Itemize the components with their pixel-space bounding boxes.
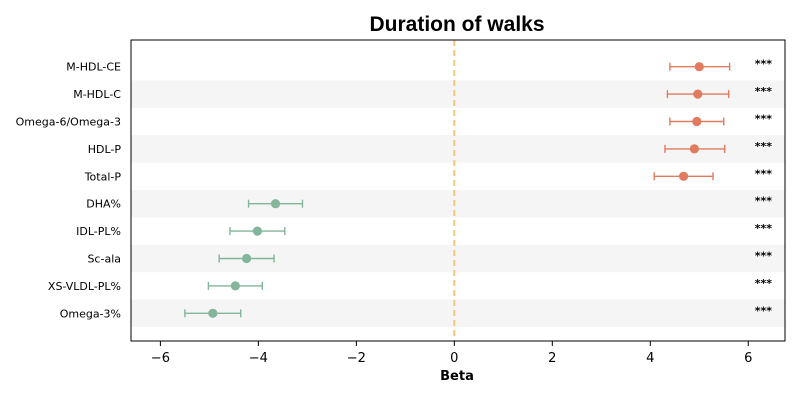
x-tick-label: −4	[249, 351, 268, 366]
y-tick-label: Total-P	[84, 170, 122, 183]
x-tick-label: 4	[646, 351, 654, 366]
x-tick-label: 0	[450, 351, 458, 366]
x-tick-label: 6	[744, 351, 752, 366]
significance-label: ***	[755, 58, 773, 71]
plot-frame	[130, 39, 786, 342]
y-tick-label: XS-VLDL-PL%	[48, 280, 121, 293]
y-tick-label: HDL-P	[88, 143, 122, 156]
estimate-point	[242, 253, 252, 264]
significance-label: ***	[755, 222, 773, 235]
estimate-point	[230, 281, 240, 291]
estimate-point	[270, 199, 281, 209]
y-tick-label: Omega-6/Omega-3	[16, 116, 121, 129]
significance-labels: *** *** *** *** *** *** *** *** *** ***	[755, 58, 773, 318]
significance-label: ***	[755, 167, 773, 180]
y-axis-labels: M-HDL-CE M-HDL-C Omega-6/Omega-3 HDL-P Total…	[16, 61, 122, 321]
significance-label: ***	[755, 304, 773, 317]
y-tick-label: IDL-PL%	[76, 225, 121, 238]
data-marks	[184, 62, 731, 318]
significance-label: ***	[755, 85, 773, 98]
significance-label: ***	[755, 250, 773, 263]
estimate-point	[252, 226, 262, 236]
estimate-point	[208, 308, 218, 318]
significance-label: ***	[755, 113, 773, 126]
estimate-point	[692, 116, 702, 127]
row-stripes	[131, 80, 785, 327]
estimate-point	[694, 62, 704, 72]
x-axis-label: Beta	[440, 369, 474, 384]
significance-label: ***	[755, 277, 773, 290]
row-stripe	[131, 190, 785, 218]
x-axis-ticks: −6 −4 −2 0 2 4 6	[151, 341, 752, 366]
y-tick-label: M-HDL-CE	[66, 61, 121, 74]
y-tick-label: Sc-ala	[87, 253, 121, 266]
x-tick-label: −2	[347, 351, 366, 366]
estimate-point	[693, 89, 703, 99]
y-tick-label: Omega-3%	[60, 307, 121, 320]
x-tick-label: −6	[151, 351, 170, 366]
chart-title: Duration of walks	[369, 13, 544, 36]
estimate-point	[689, 144, 699, 154]
y-tick-label: M-HDL-C	[73, 88, 121, 101]
y-tick-label: DHA%	[86, 198, 121, 211]
significance-label: ***	[755, 140, 773, 153]
x-tick-label: 2	[548, 351, 556, 366]
estimate-point	[678, 171, 689, 181]
significance-label: ***	[755, 195, 773, 208]
